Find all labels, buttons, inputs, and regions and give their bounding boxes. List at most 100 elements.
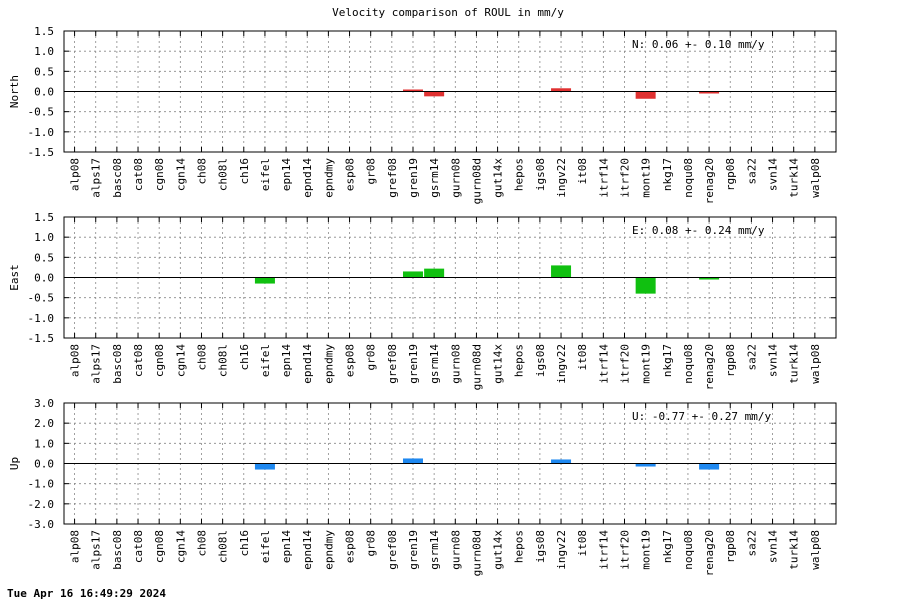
x-tick-label: igs08: [534, 158, 547, 191]
x-tick-label: itrf20: [618, 344, 631, 384]
x-tick-label: renag20: [703, 158, 716, 204]
x-tick-label: cgn08: [153, 530, 166, 563]
x-tick-label: itrf14: [597, 530, 610, 570]
y-tick-label: 0.5: [34, 65, 54, 78]
y-tick-label: 2.0: [34, 417, 54, 430]
x-tick-label: nkg17: [661, 530, 674, 563]
bar-mont19: [635, 277, 656, 294]
x-tick-label: turk14: [788, 530, 801, 570]
x-tick-label: epn14: [280, 344, 293, 377]
x-tick-label: noqu08: [682, 530, 695, 570]
y-tick-label: -1.0: [28, 126, 55, 139]
bar-gsrm14: [424, 268, 445, 278]
x-tick-label: ingv22: [555, 530, 568, 570]
y-tick-label: 0.0: [34, 272, 54, 285]
x-tick-label: nkg17: [661, 344, 674, 377]
x-tick-label: cat08: [132, 530, 145, 563]
bar-gsrm14: [424, 91, 445, 97]
bar-ingv22: [551, 265, 572, 278]
x-tick-label: walp08: [809, 158, 822, 198]
x-tick-label: cgn08: [153, 158, 166, 191]
x-tick-label: gurn08d: [470, 344, 483, 390]
bar-renag20: [699, 277, 720, 280]
bar-gren19: [402, 271, 423, 278]
y-tick-label: 1.5: [34, 211, 54, 224]
x-tick-label: epn14: [280, 530, 293, 563]
y-axis-label: North: [8, 75, 21, 108]
x-tick-label: cgn14: [174, 530, 187, 563]
x-tick-label: igs08: [534, 530, 547, 563]
x-tick-label: sa22: [745, 530, 758, 557]
x-tick-label: eifel: [259, 344, 272, 377]
x-tick-label: svn14: [767, 158, 780, 191]
y-tick-label: -1.0: [28, 478, 55, 491]
x-tick-label: basc08: [111, 158, 124, 198]
x-tick-label: it08: [576, 344, 589, 371]
bar-ingv22: [551, 459, 572, 464]
timestamp: Tue Apr 16 16:49:29 2024: [7, 587, 166, 600]
x-tick-label: turk14: [788, 344, 801, 384]
x-tick-label: epndmy: [322, 530, 335, 570]
x-tick-label: alps17: [90, 344, 103, 384]
x-tick-label: epnd14: [301, 158, 314, 198]
x-tick-label: ingv22: [555, 344, 568, 384]
x-tick-label: renag20: [703, 344, 716, 390]
x-tick-label: gren19: [407, 344, 420, 384]
x-tick-label: ch16: [238, 530, 251, 557]
bar-ingv22: [551, 88, 572, 92]
y-tick-label: 3.0: [34, 397, 54, 410]
x-tick-label: cgn14: [174, 158, 187, 191]
bar-renag20: [699, 463, 720, 470]
x-tick-label: ch16: [238, 158, 251, 185]
x-tick-label: ch16: [238, 344, 251, 371]
x-tick-label: alp08: [69, 530, 82, 563]
x-tick-label: ingv22: [555, 158, 568, 198]
x-tick-label: epnd14: [301, 344, 314, 384]
x-tick-label: turk14: [788, 158, 801, 198]
x-tick-label: gren19: [407, 158, 420, 198]
chart-title: Velocity comparison of ROUL in mm/y: [332, 6, 564, 19]
y-tick-label: -1.5: [28, 146, 55, 159]
y-tick-label: 0.0: [34, 86, 54, 99]
x-tick-label: gurn08: [449, 530, 462, 570]
x-tick-label: cat08: [132, 158, 145, 191]
x-tick-label: gsrm14: [428, 344, 441, 384]
x-tick-label: eifel: [259, 158, 272, 191]
y-tick-label: -3.0: [28, 518, 55, 531]
x-tick-label: epn14: [280, 158, 293, 191]
x-tick-label: ch08: [195, 530, 208, 557]
x-tick-label: svn14: [767, 530, 780, 563]
y-tick-label: -0.5: [28, 106, 55, 119]
x-tick-label: noqu08: [682, 344, 695, 384]
x-tick-label: epndmy: [322, 344, 335, 384]
x-tick-label: gurn08: [449, 344, 462, 384]
x-tick-label: igs08: [534, 344, 547, 377]
x-tick-label: ch08: [195, 158, 208, 185]
x-tick-label: gref08: [386, 158, 399, 198]
bar-renag20: [699, 91, 720, 94]
x-tick-label: esp08: [344, 530, 357, 563]
x-tick-label: rgp08: [724, 530, 737, 563]
x-tick-label: mont19: [640, 344, 653, 384]
x-tick-label: gsrm14: [428, 158, 441, 198]
y-tick-label: 1.0: [34, 45, 54, 58]
y-tick-label: -1.0: [28, 312, 55, 325]
x-tick-label: basc08: [111, 530, 124, 570]
y-tick-label: -0.5: [28, 292, 55, 305]
x-tick-label: it08: [576, 530, 589, 557]
summary-annotation: U: -0.77 +- 0.27 mm/y: [632, 410, 771, 423]
summary-annotation: E: 0.08 +- 0.24 mm/y: [632, 224, 765, 237]
x-tick-label: itrf20: [618, 530, 631, 570]
panel-east: 1.5 1.0 0.5 0.0 -0.5 -1.0 -1.5 East E: 0.08 +- 0…: [8, 211, 837, 390]
x-tick-label: epndmy: [322, 158, 335, 198]
x-tick-label: walp08: [809, 344, 822, 384]
x-tick-label: alp08: [69, 158, 82, 191]
x-tick-label: gurn08d: [470, 158, 483, 204]
x-tick-label: rgp08: [724, 344, 737, 377]
bar-eifel: [254, 463, 275, 470]
x-tick-label: itrf14: [597, 158, 610, 198]
x-tick-label: cat08: [132, 344, 145, 377]
panel-north: 1.5 1.0 0.5 0.0 -0.5 -1.0 -1.5 North N: 0.06 +- …: [8, 25, 837, 204]
y-tick-label: 1.0: [34, 231, 54, 244]
bar-mont19: [635, 91, 656, 99]
